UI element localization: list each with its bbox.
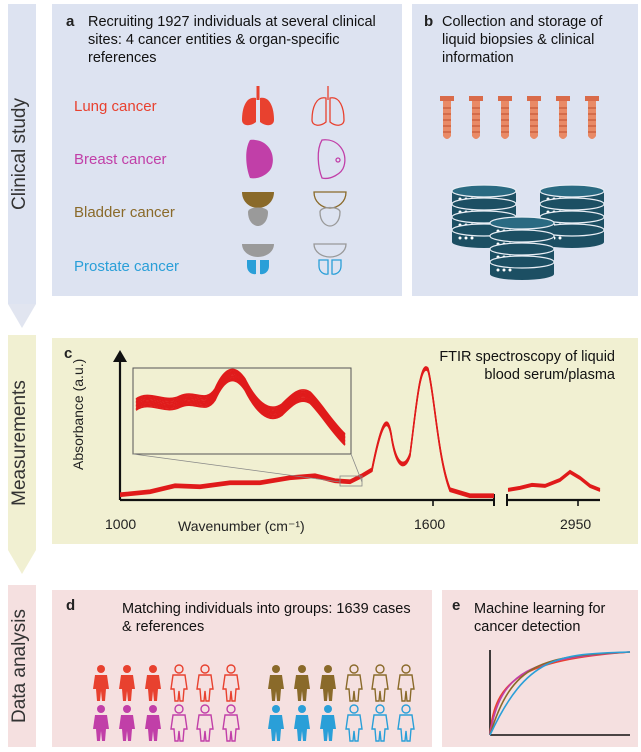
panel-letter: b <box>424 13 434 30</box>
tick-label-1600: 1600 <box>414 516 446 532</box>
roc-curve <box>489 651 631 736</box>
stage-label: Clinical study <box>9 98 30 210</box>
bladder-icon <box>242 192 274 226</box>
panel-title: Collection and storage of liquid biopsie… <box>442 14 603 66</box>
panel-title: Matching individuals into groups: 1639 c… <box>122 601 411 635</box>
panel-letter: e <box>452 597 461 614</box>
person-icon <box>294 665 310 701</box>
prostate-icon <box>242 244 274 275</box>
stage-bar-analysis <box>8 585 36 747</box>
stage-label: Data analysis <box>9 608 30 724</box>
test-tube-icon <box>585 96 599 139</box>
person-icon <box>170 664 188 702</box>
y-axis-label: Absorbance (a.u.) <box>70 358 86 470</box>
cancer-label-lung: Lung cancer <box>74 98 157 115</box>
tick-label-1000: 1000 <box>105 516 137 532</box>
person-icon <box>371 704 389 742</box>
person-icon <box>93 705 109 741</box>
breast-outline-icon <box>317 139 346 180</box>
storage-graphic <box>440 96 605 280</box>
stage-label: Measurements <box>9 379 31 506</box>
person-icon <box>345 664 363 702</box>
stage-bar-clinical <box>8 4 36 304</box>
person-icon <box>196 664 214 702</box>
chevron-down-icon <box>8 550 36 574</box>
person-icon <box>371 664 389 702</box>
person-icon <box>119 705 135 741</box>
panel-d: d Matching individuals into groups: 1639… <box>52 590 432 747</box>
panel-letter: a <box>66 13 75 30</box>
prostate-outline-icon <box>313 243 347 275</box>
panel-title: Recruiting 1927 individuals at several c… <box>88 14 376 66</box>
database-icon <box>539 184 605 248</box>
breast-icon <box>246 139 273 179</box>
roc-curve <box>489 651 631 736</box>
person-icon <box>93 665 109 701</box>
roc-axes <box>489 650 630 736</box>
person-icon <box>397 664 415 702</box>
person-icon <box>268 665 284 701</box>
person-icon <box>320 665 336 701</box>
roc-curve <box>489 651 631 736</box>
roc-curve <box>489 651 631 736</box>
test-tube-icon <box>556 96 570 139</box>
lung-outline-icon <box>311 86 345 126</box>
panel-title: FTIR spectroscopy of liquid blood serum/… <box>439 349 615 383</box>
panel-b: b Collection and storage of liquid biops… <box>412 4 638 296</box>
person-icon <box>294 705 310 741</box>
database-icon <box>489 216 555 280</box>
stage-clinical-study: Clinical study <box>0 4 40 304</box>
test-tube-icon <box>440 96 454 139</box>
person-icon <box>145 665 161 701</box>
panel-letter: c <box>64 345 73 362</box>
person-icon <box>222 664 240 702</box>
lung-icon <box>242 86 274 126</box>
person-icon <box>222 704 240 742</box>
person-icon <box>170 704 188 742</box>
cancer-label-breast: Breast cancer <box>74 151 167 168</box>
person-icon <box>345 704 363 742</box>
panel-a: a Recruiting 1927 individuals at several… <box>52 4 402 296</box>
person-icon <box>196 704 214 742</box>
panel-letter: d <box>66 597 76 614</box>
person-icon <box>145 705 161 741</box>
stage-measurements: Measurements <box>0 335 40 550</box>
test-tube-icon <box>527 96 541 139</box>
person-icon <box>119 665 135 701</box>
person-icon <box>268 705 284 741</box>
cancer-label-bladder: Bladder cancer <box>74 204 175 221</box>
stage-bar-measurements <box>8 335 36 550</box>
test-tube-icon <box>498 96 512 139</box>
roc-graphic <box>489 650 631 736</box>
tick-label-2950: 2950 <box>560 516 592 532</box>
test-tube-icon <box>469 96 483 139</box>
chevron-down-icon <box>8 304 36 328</box>
person-icon <box>320 705 336 741</box>
organ-icons <box>242 86 347 275</box>
bladder-outline-icon <box>313 191 347 227</box>
people-graphic <box>93 664 415 742</box>
person-icon <box>397 704 415 742</box>
x-axis-label: Wavenumber (cm⁻¹) <box>178 518 305 534</box>
cancer-label-prostate: Prostate cancer <box>74 258 180 275</box>
panel-title: Machine learning for cancer detection <box>474 601 606 635</box>
stage-data-analysis: Data analysis <box>0 585 40 747</box>
panel-e: e Machine learning for cancer detection <box>442 590 638 747</box>
